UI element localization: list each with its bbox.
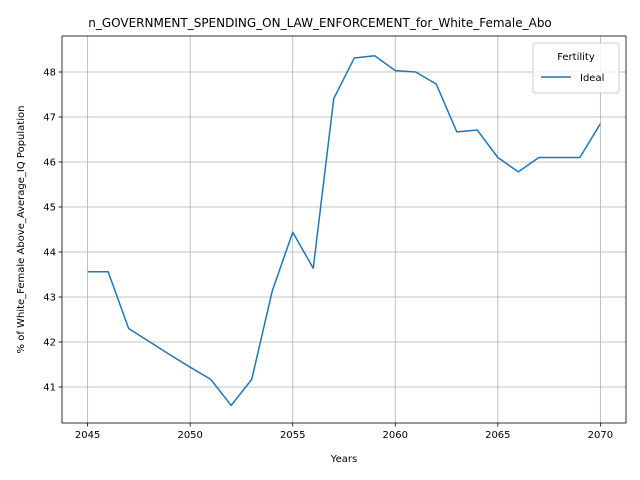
legend: Fertility Ideal [532,42,620,94]
legend-title: Fertility [557,52,595,63]
x-axis: 2045 2050 2055 2060 2065 2070 [75,423,613,441]
series-layer [87,55,602,407]
y-tick-label: 47 [43,113,56,124]
y-tick-label: 46 [43,158,56,169]
grid [62,36,626,423]
legend-label-ideal: Ideal [580,73,604,84]
y-tick-label: 45 [43,203,56,214]
x-tick-label: 2060 [383,430,408,441]
y-tick-label: 41 [43,383,56,394]
x-tick-label: 2045 [75,430,100,441]
series-line-ideal [87,55,602,407]
x-tick-label: 2070 [588,430,613,441]
legend-box [532,42,620,94]
y-tick-label: 42 [43,338,56,349]
y-tick-label: 44 [43,248,56,259]
chart-title: n_GOVERNMENT_SPENDING_ON_LAW_ENFORCEMENT… [88,16,552,30]
x-tick-label: 2065 [485,430,510,441]
x-axis-label: Years [330,454,357,465]
y-axis-label: % of White_Female Above_Average_IQ Popul… [16,106,27,354]
x-tick-label: 2055 [280,430,305,441]
y-tick-label: 48 [43,68,56,79]
x-tick-label: 2050 [177,430,202,441]
plot-frame [61,35,627,424]
y-tick-label: 43 [43,293,56,304]
y-axis: 41 42 43 44 45 46 47 48 [43,68,62,394]
